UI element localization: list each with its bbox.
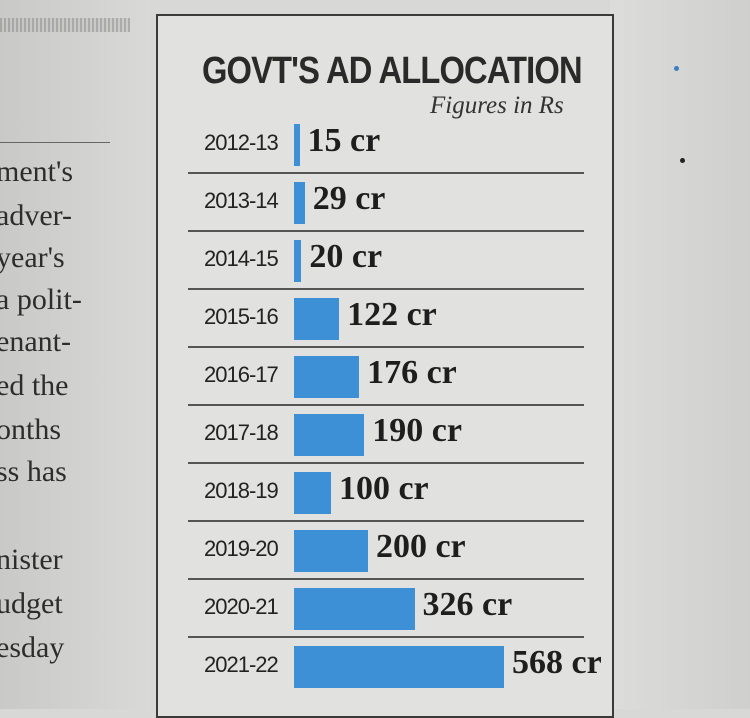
chart-subtitle: Figures in Rs [430,92,564,119]
value-label: 15 cr [307,122,381,159]
ink-dot [674,66,679,71]
bar [294,182,305,224]
row-divider [188,578,584,580]
chart-title: GOVT'S AD ALLOCATION [202,50,583,92]
article-text-line: onths [0,413,62,446]
top-pattern-strip [0,18,130,32]
value-label: 190 cr [372,412,462,449]
category-label: 2016-17 [204,362,279,387]
article-text-line: ed the [0,369,69,402]
value-label: 100 cr [338,470,429,507]
value-label: 122 cr [347,296,437,333]
category-label: 2020-21 [204,594,279,619]
row-divider [188,346,584,348]
bar [294,646,504,688]
row-divider [188,462,584,464]
row-divider [188,404,584,406]
right-page-margin [610,0,750,709]
bar [294,124,300,166]
bar [294,356,360,398]
bar [294,298,340,340]
article-text-line: year's [0,241,65,274]
ink-dot [680,158,685,163]
article-text-line: a polit- [0,283,82,316]
article-text-line: ss has [0,455,67,488]
article-text-line: adver- [0,199,73,232]
category-label: 2018-19 [204,478,279,503]
left-page-column: ment's adver-year's a polit-enant-ed the on… [0,0,150,709]
column-divider [0,142,110,143]
value-label: 176 cr [367,354,457,391]
article-text-line: ment's [0,155,74,188]
row-divider [188,172,584,174]
category-label: 2019-20 [204,536,279,561]
row-divider [188,636,584,638]
row-divider [188,288,584,290]
row-divider [188,520,584,522]
category-label: 2017-18 [204,420,279,445]
category-label: 2012-13 [204,130,279,155]
value-label: 568 cr [512,644,602,681]
category-label: 2021-22 [204,652,279,677]
category-label: 2015-16 [204,304,279,329]
chart-frame: GOVT'S AD ALLOCATION Figures in Rs 2012-… [156,14,614,718]
value-label: 20 cr [309,238,383,275]
bar [294,588,415,630]
article-text-line: enant- [0,325,71,358]
bar [294,240,302,282]
value-label: 326 cr [422,586,513,623]
value-label: 200 cr [375,528,466,565]
bar [294,530,368,572]
value-label: 29 cr [312,180,386,217]
category-label: 2014-15 [204,246,279,271]
category-label: 2013-14 [204,188,279,213]
bar [294,472,331,514]
row-divider [188,230,584,232]
article-text-line: esday [0,631,65,664]
article-text-line: udget [0,587,63,620]
article-text-line: nister [0,543,63,576]
bar [294,414,365,456]
